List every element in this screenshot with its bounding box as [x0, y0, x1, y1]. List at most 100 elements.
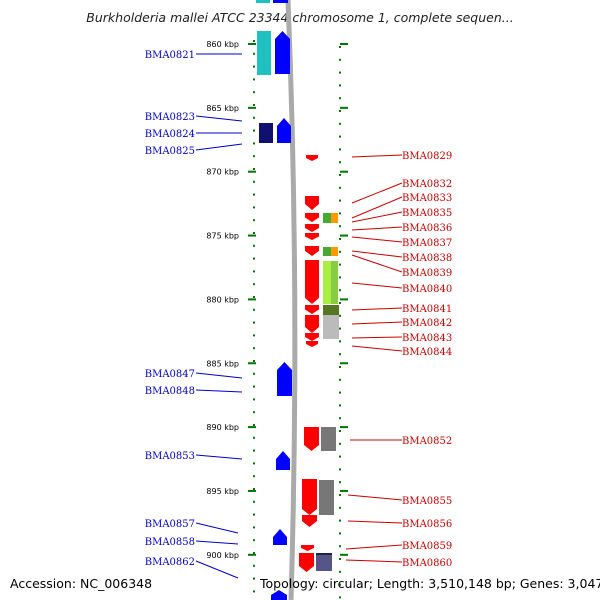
ruler-dot — [253, 168, 255, 170]
right-connector — [351, 211, 403, 223]
gene-label-left[interactable]: BMA0858 — [145, 537, 195, 548]
grey-gene — [321, 427, 336, 451]
gene-label-right[interactable]: BMA0833 — [402, 193, 452, 204]
tick-mark — [340, 426, 348, 429]
reverse-gene-arrow — [305, 213, 319, 222]
ruler-dot — [339, 148, 341, 151]
ruler-dot — [339, 430, 341, 432]
ruler-dot — [253, 526, 255, 529]
ruler-dot — [253, 155, 255, 158]
gene-label-right[interactable]: BMA0838 — [402, 253, 452, 264]
right-connector — [351, 250, 403, 258]
gene-label-left[interactable]: BMA0825 — [145, 146, 195, 157]
ruler-dot — [253, 436, 255, 439]
right-connector — [351, 254, 403, 273]
gene-label-left[interactable]: BMA0848 — [145, 386, 195, 397]
tick-label: 890 kbp — [206, 423, 239, 432]
grey-gene — [323, 315, 339, 339]
gene-label-right[interactable]: BMA0843 — [402, 333, 452, 344]
label-connectors — [195, 53, 403, 579]
gene-label-right[interactable]: BMA0829 — [402, 151, 452, 162]
ruler-dot — [253, 257, 255, 260]
gene-label-right[interactable]: BMA0842 — [402, 318, 452, 329]
reverse-gene-arrow — [305, 260, 319, 304]
navy-gene — [259, 123, 273, 143]
ruler-dot — [253, 78, 255, 81]
ruler-dot — [253, 104, 255, 106]
gene-label-right[interactable]: BMA0860 — [402, 558, 452, 569]
right-connector — [351, 226, 403, 231]
ruler-dot — [339, 314, 341, 317]
reverse-gene-arrow — [305, 196, 319, 210]
gene-label-right[interactable]: BMA0855 — [402, 496, 452, 507]
gene-label-right[interactable]: BMA0841 — [402, 304, 452, 315]
gene-label-left[interactable]: BMA0862 — [145, 557, 195, 568]
gene-label-right[interactable]: BMA0856 — [402, 519, 452, 530]
tick-mark — [248, 106, 256, 109]
tick-mark — [248, 362, 256, 365]
green-gene — [323, 247, 331, 256]
ruler-dot — [339, 494, 341, 496]
left-connector — [195, 522, 239, 534]
gene-label-left[interactable]: BMA0847 — [145, 369, 195, 380]
right-connector — [351, 307, 403, 311]
gene-label-right[interactable]: BMA0832 — [402, 179, 452, 190]
ruler-dot — [253, 539, 255, 542]
ruler-dot — [253, 424, 255, 426]
reverse-gene-arrow — [305, 315, 319, 333]
right-connector — [351, 345, 403, 352]
tick-mark — [248, 170, 256, 173]
reverse-gene-arrow — [305, 233, 319, 240]
tick-label: 860 kbp — [206, 40, 239, 49]
gene-label-right[interactable]: BMA0844 — [402, 347, 452, 358]
tick-mark — [340, 489, 348, 492]
tick-mark — [248, 426, 256, 429]
gene-label-left[interactable]: BMA0821 — [145, 50, 195, 61]
orange-gene — [331, 247, 338, 256]
ruler-dot — [339, 340, 341, 343]
gene-label-left[interactable]: BMA0853 — [145, 451, 195, 462]
right-connector — [351, 182, 403, 204]
gene-label-right[interactable]: BMA0839 — [402, 268, 452, 279]
gene-label-left[interactable]: BMA0857 — [145, 519, 195, 530]
right-connector — [345, 559, 403, 563]
gene-label-right[interactable]: BMA0859 — [402, 541, 452, 552]
tick-mark — [340, 43, 348, 45]
gene-labels[interactable]: BMA0821 BMA0823 BMA0824 BMA0825 BMA0847 BMA08… — [145, 50, 453, 569]
ruler-dot — [339, 289, 341, 292]
grey-gene — [319, 480, 334, 515]
slate-gene — [316, 555, 332, 571]
tick-mark — [340, 298, 348, 301]
forward-gene-arrow — [277, 362, 292, 396]
ruler-dot — [339, 135, 341, 138]
left-connector — [195, 389, 243, 393]
ruler-dot — [339, 250, 341, 253]
gene-label-right[interactable]: BMA0835 — [402, 208, 452, 219]
slate-gene-edge — [316, 553, 332, 555]
forward-gene — [273, 0, 288, 3]
reverse-gene-arrow — [299, 553, 314, 572]
gene-label-right[interactable]: BMA0840 — [402, 284, 452, 295]
tick-label: 900 kbp — [206, 551, 239, 560]
reverse-gene-arrow — [305, 305, 319, 314]
gene-label-right[interactable]: BMA0837 — [402, 238, 452, 249]
gene-label-left[interactable]: BMA0823 — [145, 112, 195, 123]
ruler-dot — [253, 372, 255, 375]
left-connector — [195, 454, 243, 460]
tick-label: 880 kbp — [206, 295, 239, 304]
gene-label-left[interactable]: BMA0824 — [145, 129, 195, 140]
ruler-dot — [339, 263, 341, 266]
tick-mark — [248, 553, 256, 556]
right-connector — [347, 494, 403, 501]
green-gene — [323, 213, 331, 223]
tick-mark — [248, 43, 256, 45]
tick-mark — [248, 234, 256, 237]
ruler-dot — [253, 449, 255, 452]
ruler-dot — [253, 232, 255, 234]
ruler-dot — [339, 225, 341, 228]
gene-label-right[interactable]: BMA0852 — [402, 436, 452, 447]
reverse-gene-arrow — [305, 333, 319, 341]
lime-gene — [331, 261, 338, 304]
gene-label-right[interactable]: BMA0836 — [402, 223, 452, 234]
tick-label: 870 kbp — [206, 168, 239, 177]
